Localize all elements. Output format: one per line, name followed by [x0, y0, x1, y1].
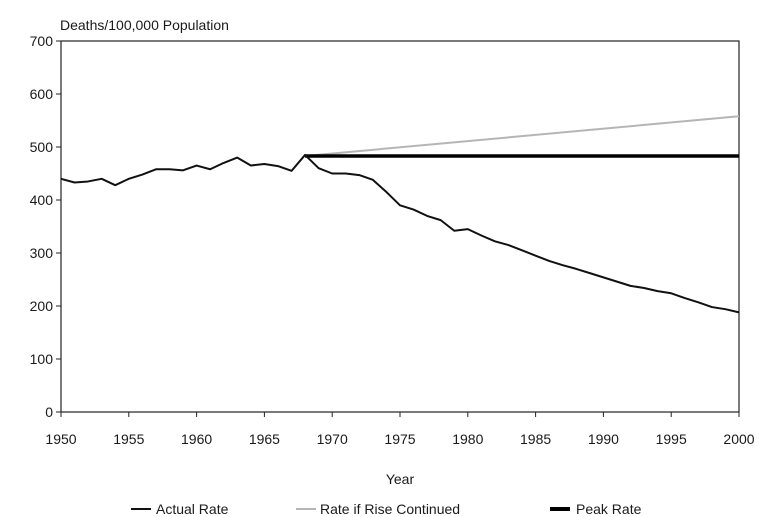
legend-label-actual-rate: Actual Rate — [156, 501, 229, 517]
x-tick-label: 1975 — [384, 431, 415, 447]
x-tick-label: 1960 — [181, 431, 212, 447]
series-line-actual-rate — [60, 153, 740, 314]
x-tick-label: 1980 — [452, 431, 483, 447]
y-axis-title: Deaths/100,000 Population — [60, 17, 229, 33]
x-tick-label: 2000 — [723, 431, 754, 447]
legend-label-peak-rate: Peak Rate — [576, 501, 642, 517]
y-tick-label: 300 — [30, 245, 54, 261]
y-tick-label: 400 — [30, 192, 54, 208]
x-tick-label: 1955 — [113, 431, 144, 447]
x-tick-label: 1970 — [317, 431, 348, 447]
legend-label-rate-if-rise-continued: Rate if Rise Continued — [320, 501, 460, 517]
x-tick-label: 1990 — [588, 431, 619, 447]
y-tick-label: 500 — [30, 139, 54, 155]
y-tick-label: 0 — [45, 404, 53, 420]
x-tick-label: 1995 — [656, 431, 687, 447]
x-tick-label: 1950 — [45, 431, 76, 447]
plot-frame — [60, 40, 740, 413]
y-tick-label: 100 — [30, 351, 54, 367]
series-line-rate-if-rise-continued — [304, 115, 740, 158]
x-tick-label: 1965 — [249, 431, 280, 447]
y-tick-label: 200 — [30, 298, 54, 314]
legend: Actual Rate Rate if Rise Continued Peak … — [131, 501, 642, 517]
y-tick-label: 600 — [30, 86, 54, 102]
y-tick-label: 700 — [30, 33, 54, 49]
x-axis-title: Year — [386, 471, 415, 487]
x-tick-label: 1985 — [520, 431, 551, 447]
